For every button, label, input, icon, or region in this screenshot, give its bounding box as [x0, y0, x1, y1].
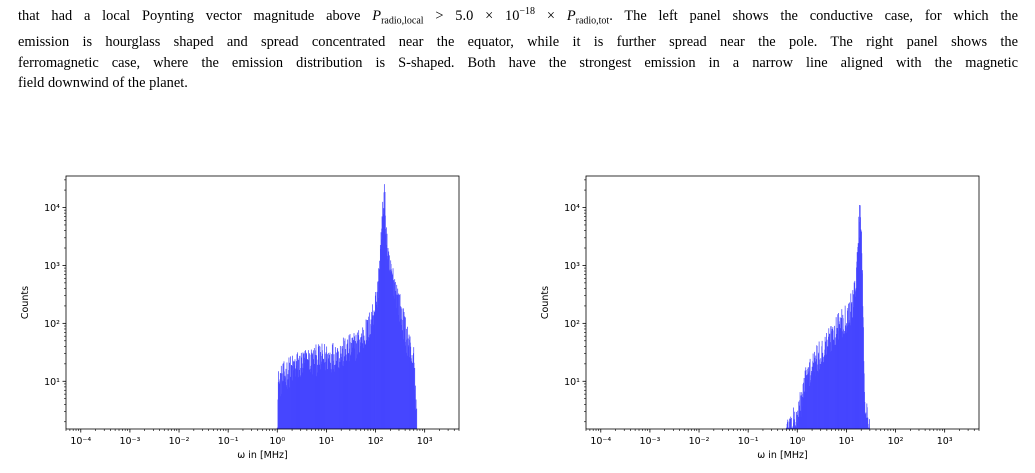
x-tick-label: 10⁻³ [119, 436, 140, 447]
caption-line-3: ferromagnetic case, where the emission d… [18, 54, 1018, 71]
x-tick-label: 10⁰ [789, 436, 805, 447]
histogram-panel-left: 10⁻⁴ 10⁻³ 10⁻² 10⁻¹ 10⁰ 10¹ 10² 10³ 10¹ 10² 10³ 10⁴… [0, 150, 470, 468]
x-tick-label: 10⁰ [269, 436, 285, 447]
y-tick-label: 10⁴ [564, 203, 580, 214]
histogram-panel-right: 10⁻⁴ 10⁻³ 10⁻² 10⁻¹ 10⁰ 10¹ 10² 10³ 10¹ 10² 10³ 10⁴… [520, 150, 990, 468]
y-tick-label: 10² [44, 319, 60, 330]
caption-exponent: −18 [519, 6, 536, 17]
caption-text: . The left panel shows the conductive ca… [609, 7, 1018, 24]
x-tick-label: 10¹ [838, 436, 854, 447]
x-tick-label: 10⁻¹ [738, 436, 759, 447]
x-axis-ticks: 10⁻⁴ 10⁻³ 10⁻² 10⁻¹ 10⁰ 10¹ 10² 10³ [585, 429, 980, 447]
caption-subscript: radio,local [381, 15, 424, 27]
y-tick-label: 10² [564, 319, 580, 330]
x-tick-label: 10⁻² [169, 436, 190, 447]
caption-text: that had a local Poynting vector magnitu… [18, 7, 373, 24]
x-axis-label: ω in [MHz] [237, 450, 287, 461]
caption-text: × [535, 7, 567, 24]
histogram-bars [786, 205, 870, 429]
figure-caption: that had a local Poynting vector magnitu… [18, 2, 1018, 94]
y-tick-label: 10⁴ [44, 203, 60, 214]
caption-text: > 5.0 × 10 [423, 7, 520, 24]
histogram-plot-right: 10⁻⁴ 10⁻³ 10⁻² 10⁻¹ 10⁰ 10¹ 10² 10³ 10¹ 10² 10³ 10⁴… [540, 175, 980, 461]
x-tick-label: 10⁻² [689, 436, 710, 447]
histogram-plot-left: 10⁻⁴ 10⁻³ 10⁻² 10⁻¹ 10⁰ 10¹ 10² 10³ 10¹ 10² 10³ 10⁴… [20, 175, 460, 461]
y-tick-label: 10¹ [564, 377, 580, 388]
y-axis-label: Counts [540, 286, 551, 319]
y-axis-ticks: 10¹ 10² 10³ 10⁴ [44, 179, 66, 423]
y-axis-ticks: 10¹ 10² 10³ 10⁴ [564, 179, 586, 423]
axes-frame [585, 175, 980, 430]
caption-line-4: field downwind of the planet. [18, 75, 188, 92]
caption-symbol: P [372, 7, 382, 24]
caption-symbol: P [566, 7, 576, 24]
y-axis-label: Counts [20, 286, 31, 319]
caption-line-1: that had a local Poynting vector magnitu… [18, 2, 1018, 32]
histogram-bars [276, 184, 418, 429]
x-axis-label: ω in [MHz] [757, 450, 807, 461]
x-tick-label: 10⁻³ [639, 436, 660, 447]
caption-subscript: radio,tot [575, 15, 610, 27]
y-tick-label: 10³ [44, 261, 60, 272]
y-tick-label: 10³ [564, 261, 580, 272]
x-tick-label: 10³ [937, 436, 953, 447]
caption-line-2: emission is hourglass shaped and spread … [18, 34, 1018, 51]
x-tick-label: 10⁻⁴ [590, 436, 611, 447]
x-tick-label: 10² [888, 436, 904, 447]
x-tick-label: 10³ [417, 436, 433, 447]
x-tick-label: 10² [368, 436, 384, 447]
x-tick-label: 10¹ [318, 436, 334, 447]
y-tick-label: 10¹ [44, 377, 60, 388]
x-axis-ticks: 10⁻⁴ 10⁻³ 10⁻² 10⁻¹ 10⁰ 10¹ 10² 10³ [65, 429, 460, 447]
x-tick-label: 10⁻⁴ [70, 436, 91, 447]
x-tick-label: 10⁻¹ [218, 436, 239, 447]
